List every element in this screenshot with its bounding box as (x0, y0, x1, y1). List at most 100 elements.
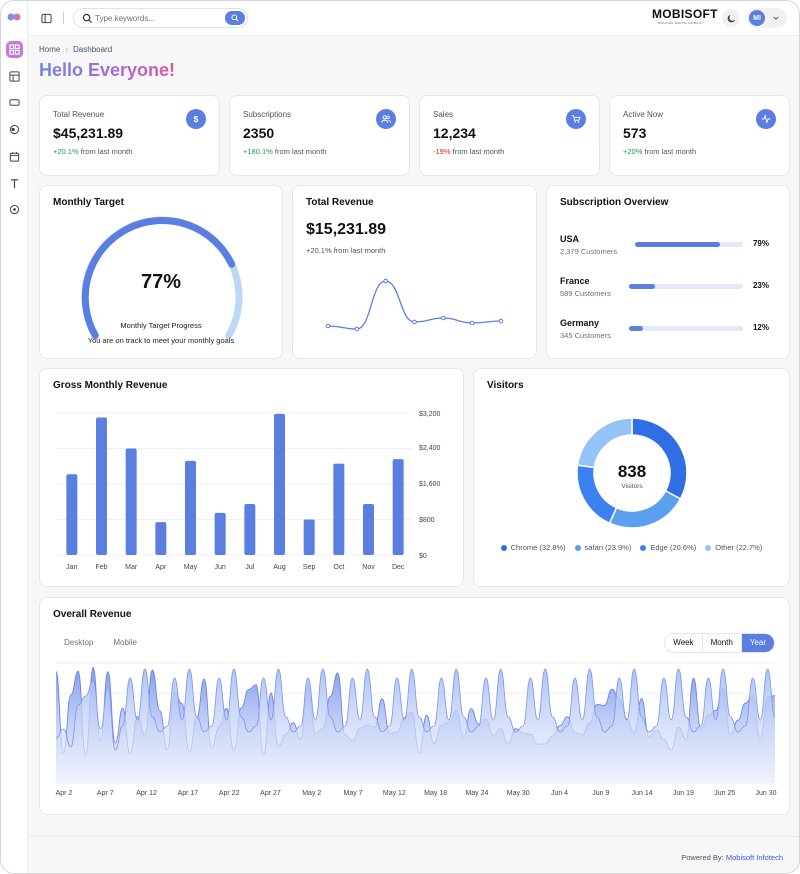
stat-icon-badge (566, 109, 586, 129)
theme-toggle-button[interactable] (722, 9, 740, 27)
legend-dot (705, 544, 712, 551)
sidebar (1, 1, 28, 873)
visitors-donut-chart: 838 Visitors (576, 417, 688, 529)
card-icon (9, 99, 20, 106)
sparkline-point (412, 319, 417, 325)
x-tick-label: Jun 9 (592, 790, 609, 797)
x-tick-label: May 12 (383, 790, 406, 797)
stat-card-subscriptions: Subscriptions 2350 +180.1% from last mon… (229, 95, 410, 176)
x-tick-label: Jun (215, 564, 226, 571)
dollar-icon: $ (194, 114, 199, 124)
range-week-button[interactable]: Week (665, 634, 703, 652)
bar[interactable] (66, 474, 78, 555)
typography-icon (10, 179, 19, 189)
top-header: MOBISOFT Building digital mobility MI (29, 1, 799, 36)
sidebar-toggle-button[interactable] (37, 9, 55, 27)
stat-card-total-revenue: Total Revenue $45,231.89 +20.1% from las… (39, 95, 220, 176)
stat-value: 573 (623, 125, 647, 141)
breadcrumb-home[interactable]: Home (39, 45, 61, 54)
calendar-icon (9, 151, 20, 162)
stat-change: +180.1% from last month (243, 147, 327, 156)
bar[interactable] (185, 460, 196, 555)
visitors-total-label: Visitors (621, 483, 643, 490)
activity-icon (761, 114, 771, 124)
legend-item: safari (23.9%) (574, 543, 631, 552)
x-tick-label: Jun 14 (632, 790, 653, 797)
tab-mobile[interactable]: Mobile (113, 638, 137, 647)
bar[interactable] (333, 463, 345, 555)
gross-revenue-bar-chart: Jan Feb Mar Apr May Jun Jul Aug Sep Oct Nov Dec $3,… (56, 411, 441, 571)
search-bar (73, 8, 248, 28)
area-fill-mobile (56, 669, 775, 783)
bar[interactable] (155, 522, 167, 555)
x-tick-label: Jun 4 (551, 790, 568, 797)
legend-item: Edge (20.6%) (640, 543, 696, 552)
bar[interactable] (244, 503, 256, 555)
range-month-button[interactable]: Month (703, 634, 742, 652)
donut-slice[interactable] (576, 464, 618, 525)
sidebar-item-settings[interactable] (6, 201, 23, 218)
x-tick-label: Aug (273, 564, 286, 571)
footer-prefix: Powered By: (681, 853, 724, 862)
cart-icon (571, 115, 581, 123)
toggle-icon (9, 124, 20, 135)
customer-count: 345 Customers (560, 331, 611, 340)
customer-count: 2,379 Customers (560, 247, 618, 256)
brand-logo[interactable]: MOBISOFT Building digital mobility (652, 8, 717, 30)
bar[interactable] (363, 503, 374, 555)
stat-change: -19% from last month (433, 147, 504, 156)
bar[interactable] (392, 459, 404, 555)
bar[interactable] (125, 448, 137, 556)
sidebar-item-calendar[interactable] (6, 148, 23, 165)
target-subtitle: You are on track to meet your monthly go… (87, 336, 235, 345)
legend-label: Edge (20.6%) (650, 543, 697, 552)
donut-slice[interactable] (608, 489, 682, 529)
x-tick-label: Apr 22 (219, 790, 240, 797)
search-icon (231, 14, 239, 22)
subscription-row: USA 2,379 Customers 79% (560, 234, 769, 258)
donut-slice[interactable] (576, 417, 633, 469)
card-title: Total Revenue (306, 197, 374, 208)
search-submit-button[interactable] (225, 11, 245, 25)
stat-change: +20.1% from last month (53, 147, 132, 156)
sidebar-item-components[interactable] (6, 94, 23, 111)
x-tick-label: Apr 7 (97, 790, 114, 797)
subscription-percent: 23% (752, 281, 769, 290)
avatar: MI (749, 10, 765, 26)
revenue-sparkline (325, 278, 504, 332)
search-icon (82, 13, 93, 24)
bar[interactable] (303, 519, 315, 556)
bar[interactable] (214, 512, 226, 555)
legend-dot (500, 544, 507, 551)
dashboard-icon (9, 44, 20, 55)
sidebar-item-dashboard[interactable] (6, 41, 23, 58)
progress-fill (635, 242, 721, 247)
bar[interactable] (96, 417, 107, 555)
visitors-card: Visitors 838 Visitors Chrome (32.8%) saf… (473, 368, 790, 587)
sidebar-item-tables[interactable] (6, 68, 23, 85)
table-icon (9, 71, 20, 82)
range-selector: Week Month Year (664, 633, 775, 653)
sidebar-item-toggles[interactable] (6, 121, 23, 138)
app-logo-icon (7, 13, 21, 21)
bar[interactable] (274, 413, 285, 555)
target-percent: 77% (140, 271, 182, 293)
stat-title: Subscriptions (243, 110, 292, 119)
footer-company-link[interactable]: Mobisoft Infotech (725, 853, 783, 862)
y-tick-label: $1,600 (419, 481, 441, 488)
stat-title: Active Now (623, 110, 664, 119)
chevron-right-icon: › (65, 45, 69, 54)
x-tick-label: Jul (245, 564, 254, 571)
x-tick-label: Feb (95, 564, 107, 571)
user-menu[interactable]: MI (747, 8, 787, 28)
breadcrumb-current: Dashboard (73, 45, 113, 54)
sidebar-item-typography[interactable] (6, 175, 23, 192)
x-tick-label: Jun 30 (755, 790, 776, 797)
search-input[interactable] (95, 12, 220, 25)
sparkline-point (469, 320, 475, 326)
tab-desktop[interactable]: Desktop (64, 638, 94, 647)
x-tick-label: Apr 12 (136, 790, 157, 797)
total-revenue-card: Total Revenue $15,231.89 +20.1% from las… (292, 185, 537, 359)
sparkline-point (441, 315, 446, 321)
range-year-button[interactable]: Year (741, 634, 774, 652)
